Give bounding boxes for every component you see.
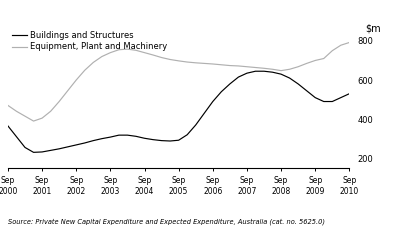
Buildings and Structures	[57, 148, 62, 150]
Equipment, Plant and Machinery	[287, 68, 292, 71]
Buildings and Structures	[202, 112, 207, 115]
Buildings and Structures	[108, 136, 113, 138]
Equipment, Plant and Machinery	[304, 62, 309, 65]
Equipment, Plant and Machinery	[202, 62, 207, 65]
Buildings and Structures	[117, 134, 121, 136]
Equipment, Plant and Machinery	[245, 65, 249, 68]
Equipment, Plant and Machinery	[262, 67, 266, 70]
Equipment, Plant and Machinery	[159, 56, 164, 59]
Buildings and Structures	[236, 76, 241, 79]
Equipment, Plant and Machinery	[99, 55, 104, 58]
Buildings and Structures	[74, 143, 79, 146]
Text: Source: Private New Capital Expenditure and Expected Expenditure, Australia (cat: Source: Private New Capital Expenditure …	[8, 218, 325, 225]
Buildings and Structures	[151, 138, 156, 141]
Equipment, Plant and Machinery	[133, 49, 138, 52]
Equipment, Plant and Machinery	[91, 61, 96, 64]
Equipment, Plant and Machinery	[219, 63, 224, 66]
Buildings and Structures	[245, 72, 249, 74]
Equipment, Plant and Machinery	[210, 63, 215, 65]
Equipment, Plant and Machinery	[65, 89, 70, 92]
Equipment, Plant and Machinery	[117, 48, 121, 51]
Buildings and Structures	[330, 100, 335, 103]
Buildings and Structures	[142, 137, 147, 140]
Equipment, Plant and Machinery	[270, 68, 275, 71]
Equipment, Plant and Machinery	[193, 62, 198, 64]
Equipment, Plant and Machinery	[48, 110, 53, 113]
Buildings and Structures	[99, 137, 104, 140]
Equipment, Plant and Machinery	[83, 69, 87, 72]
Buildings and Structures	[304, 89, 309, 92]
Legend: Buildings and Structures, Equipment, Plant and Machinery: Buildings and Structures, Equipment, Pla…	[12, 31, 168, 52]
Buildings and Structures	[338, 96, 343, 99]
Equipment, Plant and Machinery	[125, 48, 130, 50]
Buildings and Structures	[270, 71, 275, 74]
Equipment, Plant and Machinery	[279, 69, 283, 72]
Buildings and Structures	[210, 100, 215, 103]
Buildings and Structures	[91, 139, 96, 142]
Buildings and Structures	[23, 146, 27, 149]
Buildings and Structures	[219, 90, 224, 93]
Buildings and Structures	[193, 124, 198, 126]
Buildings and Structures	[287, 77, 292, 79]
Buildings and Structures	[14, 135, 19, 138]
Line: Equipment, Plant and Machinery: Equipment, Plant and Machinery	[8, 42, 349, 121]
Equipment, Plant and Machinery	[168, 58, 173, 61]
Buildings and Structures	[227, 83, 232, 85]
Equipment, Plant and Machinery	[227, 64, 232, 67]
Equipment, Plant and Machinery	[347, 41, 352, 44]
Buildings and Structures	[48, 149, 53, 152]
Buildings and Structures	[313, 96, 318, 99]
Buildings and Structures	[40, 151, 44, 153]
Equipment, Plant and Machinery	[313, 59, 318, 62]
Equipment, Plant and Machinery	[57, 100, 62, 103]
Equipment, Plant and Machinery	[322, 57, 326, 60]
Equipment, Plant and Machinery	[330, 49, 335, 52]
Equipment, Plant and Machinery	[74, 79, 79, 81]
Buildings and Structures	[262, 70, 266, 73]
Equipment, Plant and Machinery	[338, 44, 343, 47]
Buildings and Structures	[296, 83, 301, 85]
Buildings and Structures	[31, 151, 36, 154]
Buildings and Structures	[125, 134, 130, 136]
Buildings and Structures	[347, 92, 352, 95]
Equipment, Plant and Machinery	[253, 66, 258, 69]
Buildings and Structures	[253, 70, 258, 73]
Equipment, Plant and Machinery	[176, 59, 181, 62]
Buildings and Structures	[159, 139, 164, 142]
Line: Buildings and Structures: Buildings and Structures	[8, 71, 349, 152]
Buildings and Structures	[83, 142, 87, 144]
Equipment, Plant and Machinery	[14, 110, 19, 113]
Equipment, Plant and Machinery	[23, 115, 27, 118]
Buildings and Structures	[168, 140, 173, 142]
Buildings and Structures	[6, 125, 10, 127]
Buildings and Structures	[133, 135, 138, 138]
Equipment, Plant and Machinery	[108, 51, 113, 54]
Buildings and Structures	[176, 139, 181, 142]
Equipment, Plant and Machinery	[142, 51, 147, 54]
Buildings and Structures	[279, 73, 283, 76]
Equipment, Plant and Machinery	[31, 120, 36, 122]
Equipment, Plant and Machinery	[6, 104, 10, 107]
Equipment, Plant and Machinery	[151, 54, 156, 56]
Buildings and Structures	[322, 100, 326, 103]
Buildings and Structures	[185, 133, 190, 136]
Equipment, Plant and Machinery	[236, 64, 241, 67]
Equipment, Plant and Machinery	[40, 117, 44, 119]
Equipment, Plant and Machinery	[296, 65, 301, 68]
Y-axis label: $m: $m	[366, 23, 381, 33]
Equipment, Plant and Machinery	[185, 61, 190, 63]
Buildings and Structures	[65, 146, 70, 148]
